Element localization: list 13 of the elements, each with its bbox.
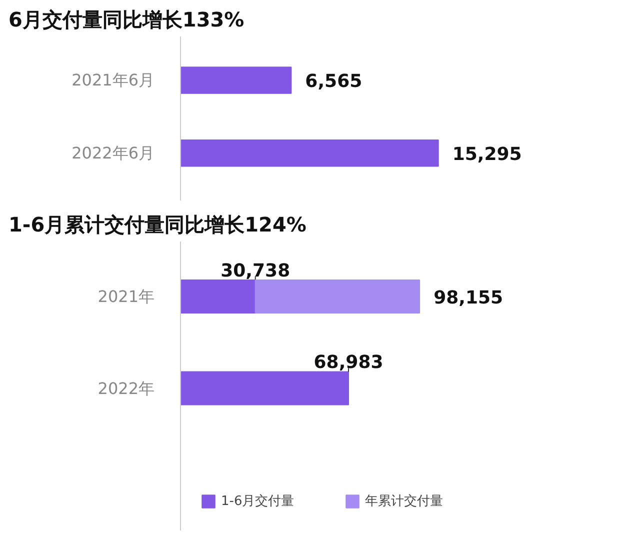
data-label: 30,738 <box>220 260 290 282</box>
data-label: 68,983 <box>314 352 384 374</box>
chart-title: 1-6月累计交付量同比增长124% <box>8 212 306 236</box>
y-tick-label: 2022年6月 <box>72 144 155 163</box>
data-label: 15,295 <box>452 144 522 166</box>
y-tick-label: 2021年 <box>98 287 154 306</box>
legend-label: 年累计交付量 <box>365 493 444 510</box>
legend-label: 1-6月交付量 <box>221 493 294 510</box>
data-label: 6,565 <box>305 71 362 92</box>
chart-title: 6月交付量同比增长133% <box>8 8 244 32</box>
y-tick-label: 2021年6月 <box>72 70 155 90</box>
total-label: 98,155 <box>434 288 504 309</box>
y-tick-label: 2022年 <box>98 378 154 398</box>
